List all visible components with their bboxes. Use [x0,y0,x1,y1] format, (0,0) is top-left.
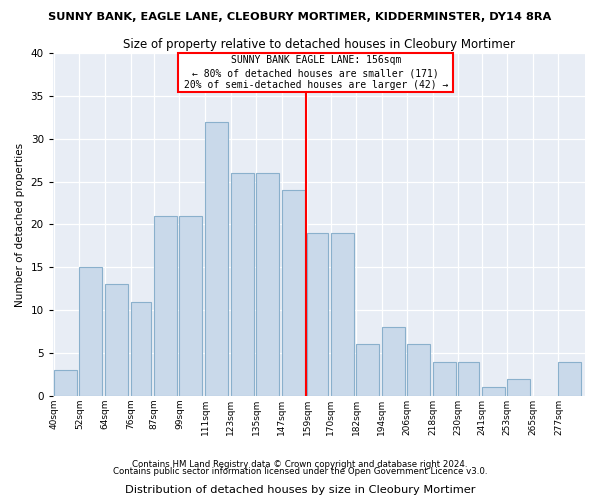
Bar [281,190,305,396]
Text: Contains HM Land Registry data © Crown copyright and database right 2024.: Contains HM Land Registry data © Crown c… [132,460,468,469]
Bar [382,328,405,396]
Text: Distribution of detached houses by size in Cleobury Mortimer: Distribution of detached houses by size … [125,485,475,495]
Bar [433,362,456,396]
Bar [79,268,103,396]
Bar [331,233,353,396]
Text: SUNNY BANK EAGLE LANE: 156sqm: SUNNY BANK EAGLE LANE: 156sqm [230,55,401,65]
Bar [407,344,430,396]
Bar [256,173,279,396]
Title: Size of property relative to detached houses in Cleobury Mortimer: Size of property relative to detached ho… [123,38,515,51]
Text: 20% of semi-detached houses are larger (42) →: 20% of semi-detached houses are larger (… [184,80,448,90]
Bar [458,362,479,396]
Text: ← 80% of detached houses are smaller (171): ← 80% of detached houses are smaller (17… [193,68,439,78]
Bar [179,216,202,396]
FancyBboxPatch shape [178,53,453,92]
Bar [154,216,177,396]
Bar [230,173,254,396]
Y-axis label: Number of detached properties: Number of detached properties [15,142,25,306]
Bar [356,344,379,396]
Bar [105,284,128,396]
Bar [559,362,581,396]
Bar [54,370,77,396]
Text: Contains public sector information licensed under the Open Government Licence v3: Contains public sector information licen… [113,467,487,476]
Bar [131,302,151,396]
Bar [307,233,328,396]
Bar [205,122,228,396]
Bar [508,378,530,396]
Text: SUNNY BANK, EAGLE LANE, CLEOBURY MORTIMER, KIDDERMINSTER, DY14 8RA: SUNNY BANK, EAGLE LANE, CLEOBURY MORTIME… [49,12,551,22]
Bar [482,388,505,396]
